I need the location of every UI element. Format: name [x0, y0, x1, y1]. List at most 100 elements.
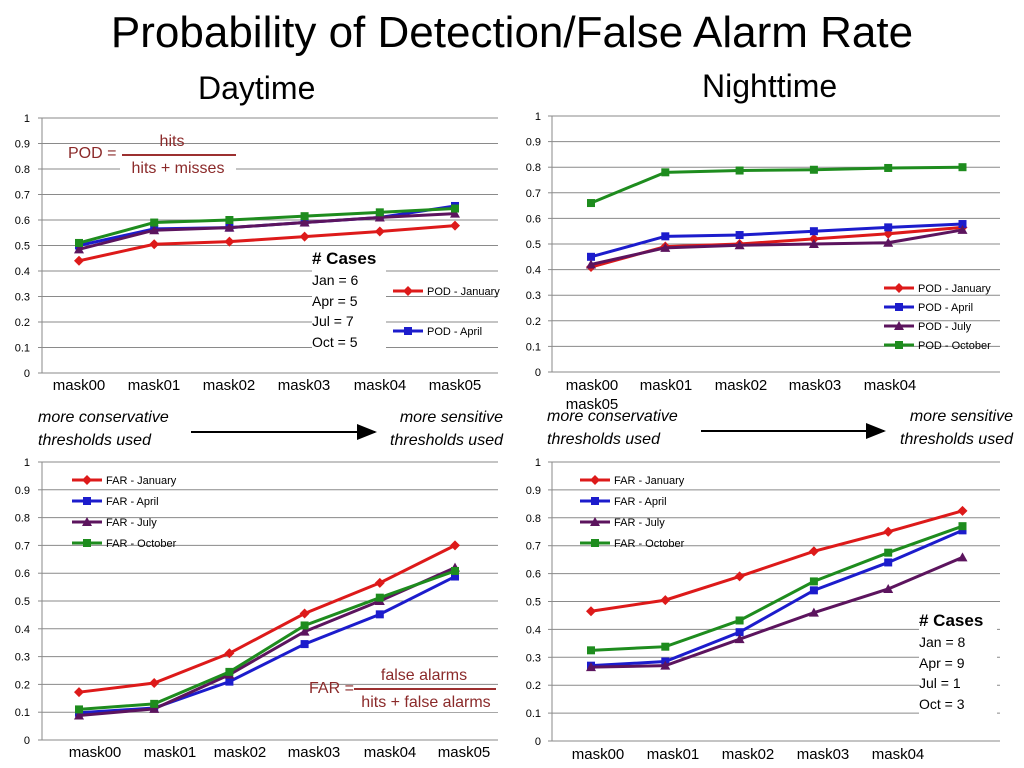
series-line — [78, 224, 456, 263]
x-tick-label: mask02 — [715, 377, 768, 394]
data-point — [808, 546, 819, 557]
y-tick-label: 0.9 — [526, 485, 541, 497]
legend-marker — [591, 497, 599, 505]
series-line — [78, 569, 456, 711]
series-line — [590, 556, 964, 669]
data-point — [74, 244, 84, 254]
x-tick-label: mask05 — [429, 377, 482, 394]
data-point — [451, 204, 459, 213]
y-tick-label: 0.6 — [526, 213, 541, 225]
far-formula-numerator: false alarms — [380, 667, 468, 684]
y-tick-label: 0.6 — [526, 569, 541, 581]
y-tick-label: 0 — [535, 736, 541, 748]
data-point — [884, 548, 893, 557]
data-point — [883, 583, 894, 593]
x-tick-label: mask01 — [128, 377, 181, 394]
x-tick-label: mask00 — [53, 377, 106, 394]
legend-label: FAR - January — [614, 475, 685, 487]
data-point — [809, 586, 818, 595]
legend-label: POD - July — [918, 321, 972, 333]
day-cases-title: # Cases — [312, 249, 377, 268]
x-tick-label: mask04 — [354, 377, 407, 394]
data-point — [734, 634, 745, 644]
data-point — [75, 705, 83, 714]
data-point — [958, 526, 967, 535]
y-tick-label: 1 — [24, 457, 30, 469]
data-point — [225, 677, 234, 686]
y-tick-label: 0.2 — [526, 316, 541, 328]
pod-formula-lhs: POD = — [68, 145, 117, 162]
nighttime-heading: Nighttime — [702, 68, 838, 104]
data-point — [149, 239, 160, 250]
data-point — [150, 699, 159, 708]
data-point — [299, 231, 310, 242]
y-tick-label: 0.5 — [526, 239, 541, 251]
series-line — [590, 524, 964, 652]
data-point — [450, 208, 460, 218]
caption-line: more sensitive — [909, 408, 1013, 425]
night-cases-line: Apr = 9 — [919, 654, 965, 671]
data-point — [451, 566, 459, 575]
data-point — [734, 571, 745, 582]
data-point — [586, 606, 596, 617]
x-tick-label: mask03 — [789, 377, 842, 394]
x-tick-label: mask03 — [278, 377, 331, 394]
data-point — [451, 572, 459, 581]
series-line — [78, 212, 456, 251]
data-point — [149, 225, 160, 235]
legend-label: POD - April — [918, 302, 973, 314]
day-cases-line: Jul = 7 — [312, 313, 354, 329]
data-point — [884, 163, 893, 172]
y-tick-label: 0 — [24, 368, 30, 380]
legend-label: POD - April — [427, 326, 482, 338]
series-line — [78, 566, 456, 718]
legend-marker — [591, 539, 599, 547]
data-point — [299, 217, 310, 227]
day-cases-line: Oct = 5 — [312, 333, 358, 350]
legend-marker — [590, 475, 600, 485]
caption-line: thresholds used — [390, 432, 503, 449]
series-line — [590, 228, 963, 266]
data-point — [375, 208, 384, 217]
data-point — [74, 687, 84, 698]
x-tick-label: mask02 — [214, 744, 267, 761]
y-tick-label: 0.7 — [526, 541, 541, 553]
data-point — [661, 232, 670, 241]
y-tick-label: 0.7 — [526, 188, 541, 200]
slide-title: Probability of Detection/False Alarm Rat… — [110, 8, 914, 57]
data-point — [375, 610, 384, 619]
data-point — [735, 166, 744, 175]
caption-line: thresholds used — [38, 432, 151, 449]
x-tick-label: mask01 — [144, 744, 197, 761]
data-point — [149, 703, 160, 713]
data-point — [74, 255, 84, 266]
data-point — [735, 628, 744, 637]
data-point — [224, 222, 235, 232]
data-point — [225, 216, 234, 224]
legend-label: FAR - July — [614, 517, 665, 529]
series-line — [590, 528, 964, 668]
data-point — [450, 220, 460, 231]
y-tick-label: 0.3 — [526, 652, 541, 664]
y-tick-label: 0.1 — [15, 343, 30, 355]
data-point — [958, 220, 967, 229]
y-tick-label: 0.4 — [15, 266, 30, 278]
data-point — [884, 558, 893, 567]
day-cases-box: # Cases Jan = 6 Apr = 5 Jul = 7 Oct = 5 — [312, 248, 386, 352]
y-tick-label: 0.2 — [15, 317, 30, 329]
legend-marker — [82, 475, 92, 485]
caption-line: more conservative — [38, 409, 169, 426]
data-point — [735, 616, 744, 625]
data-point — [75, 238, 83, 247]
x-tick-label: mask04 — [864, 377, 917, 394]
caption-line: more conservative — [547, 408, 678, 425]
legend-label: FAR - April — [106, 496, 159, 508]
x-tick-label: mask04 — [364, 744, 417, 761]
data-point — [299, 608, 310, 619]
y-tick-label: 0.1 — [526, 341, 541, 353]
caption-line: more sensitive — [399, 409, 503, 426]
series-line — [590, 509, 963, 613]
